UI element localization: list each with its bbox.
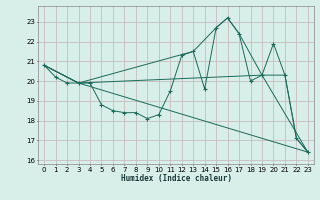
X-axis label: Humidex (Indice chaleur): Humidex (Indice chaleur) [121, 174, 231, 183]
